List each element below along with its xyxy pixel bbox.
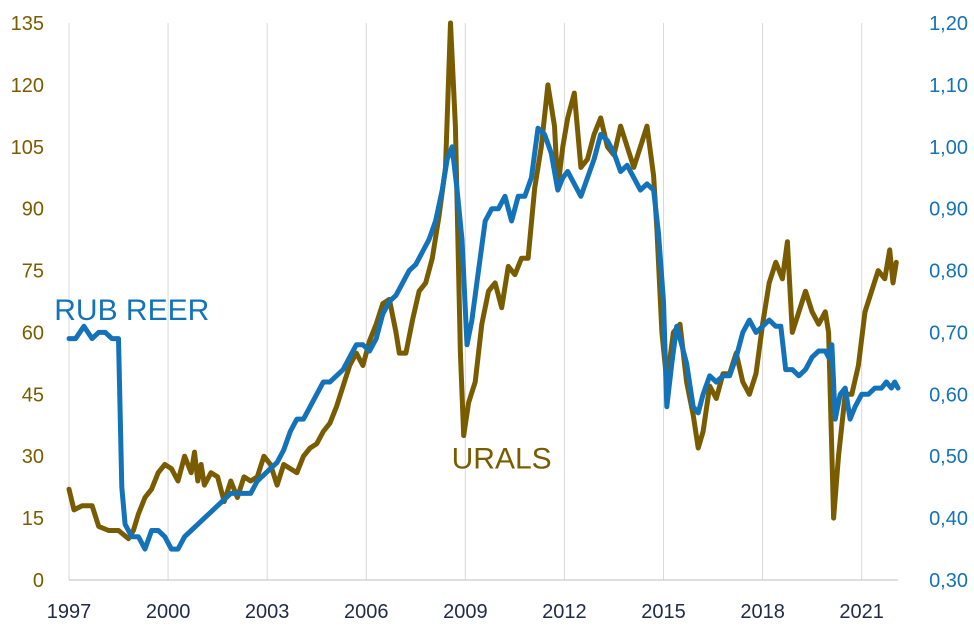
- x-tick-2009: 2009: [443, 601, 488, 623]
- left-tick-15: 15: [22, 508, 44, 530]
- left-tick-135: 135: [11, 13, 44, 35]
- left-tick-120: 120: [11, 75, 44, 97]
- left-tick-30: 30: [22, 446, 44, 468]
- right-axis-ticks: 0,30 0,40 0,50 0,60 0,70 0,80 0,90 1,00 1,10 1,20: [929, 13, 968, 592]
- left-tick-0: 0: [33, 570, 44, 592]
- right-tick-0,80: 0,80: [929, 261, 968, 283]
- right-tick-0,40: 0,40: [929, 508, 968, 530]
- left-tick-90: 90: [22, 199, 44, 221]
- series-line-urals: [66, 20, 899, 542]
- x-tick-2006: 2006: [344, 601, 389, 623]
- x-tick-2021: 2021: [839, 601, 884, 623]
- series-labels: RUB REER URALS: [54, 294, 551, 476]
- right-tick-0,30: 0,30: [929, 570, 968, 592]
- right-tick-0,70: 0,70: [929, 322, 968, 344]
- x-tick-2015: 2015: [641, 601, 686, 623]
- left-tick-60: 60: [22, 322, 44, 344]
- series-lines: [66, 20, 901, 552]
- left-tick-45: 45: [22, 384, 44, 406]
- x-tick-2003: 2003: [245, 601, 290, 623]
- series-line-rub-reer: [66, 125, 901, 552]
- series-label-urals: URALS: [452, 443, 552, 476]
- left-tick-105: 105: [11, 137, 44, 159]
- series-label-rub-reer: RUB REER: [54, 294, 209, 327]
- right-tick-1,00: 1,00: [929, 137, 968, 159]
- x-tick-1997: 1997: [47, 601, 92, 623]
- left-tick-75: 75: [22, 261, 44, 283]
- right-tick-0,50: 0,50: [929, 446, 968, 468]
- right-tick-1,10: 1,10: [929, 75, 968, 97]
- x-tick-2012: 2012: [542, 601, 587, 623]
- left-axis-ticks: 0 15 30 45 60 75 90 105 120 135: [11, 13, 44, 592]
- x-axis-ticks: 1997 2000 2003 2006 2009 2012 2015 2018 2021: [47, 601, 884, 623]
- x-tick-2018: 2018: [740, 601, 785, 623]
- right-tick-0,60: 0,60: [929, 384, 968, 406]
- right-tick-1,20: 1,20: [929, 13, 968, 35]
- right-tick-0,90: 0,90: [929, 199, 968, 221]
- x-tick-2000: 2000: [146, 601, 191, 623]
